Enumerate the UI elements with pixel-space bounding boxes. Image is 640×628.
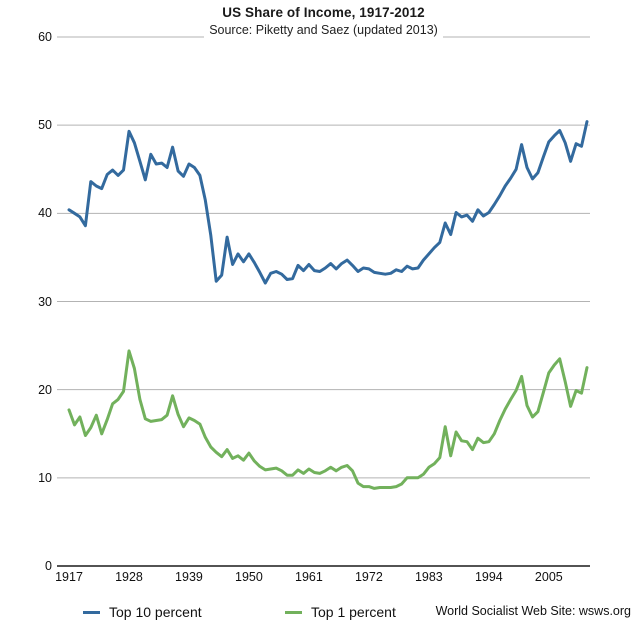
line-top-10-percent: [67, 120, 589, 285]
line-top-1-percent: [67, 349, 589, 490]
chart-subtitle: Source: Piketty and Saez (updated 2013): [204, 23, 443, 38]
x-tick-label: 1950: [235, 570, 263, 584]
y-tick-label: 60: [38, 30, 52, 44]
x-tick-label: 1983: [414, 570, 443, 584]
top-10-percent-swatch: [83, 610, 100, 614]
x-tick-label: 1939: [175, 570, 203, 584]
legend-label-top-10-percent: Top 10 percent: [109, 604, 202, 620]
legend-item-top-10-percent: Top 10 percent: [83, 603, 202, 621]
y-tick-label: 30: [38, 294, 52, 309]
y-tick-label: 50: [38, 118, 52, 133]
y-tick-label: 0: [45, 559, 52, 573]
legend: Top 10 percent Top 1 percent: [0, 603, 640, 623]
top-1-percent-swatch: [285, 610, 302, 614]
credit-text: World Socialist Web Site: wsws.org: [435, 604, 631, 618]
x-tick-label: 1961: [295, 570, 323, 584]
x-tick-label: 1917: [55, 570, 83, 584]
y-tick-label: 20: [38, 382, 52, 397]
chart-title: US Share of Income, 1917-2012: [222, 5, 425, 20]
x-tick-label: 1994: [474, 570, 503, 584]
legend-label-top-1-percent: Top 1 percent: [311, 604, 396, 620]
x-tick-label: 2005: [534, 570, 563, 584]
x-tick-label: 1928: [115, 570, 143, 584]
x-tick-label: 1972: [354, 570, 383, 584]
y-tick-label: 10: [38, 470, 52, 485]
legend-item-top-1-percent: Top 1 percent: [285, 603, 396, 621]
y-tick-label: 40: [38, 206, 52, 221]
